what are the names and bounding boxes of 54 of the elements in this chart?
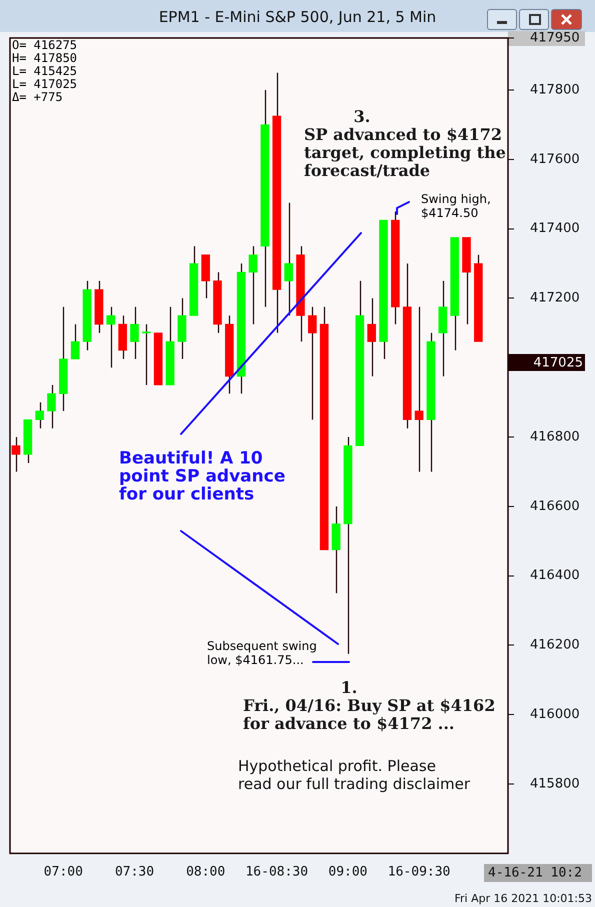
candlestick <box>308 306 317 420</box>
annotation: low, $4161.75... <box>207 653 304 668</box>
candlestick <box>106 306 116 368</box>
candlestick <box>47 384 56 429</box>
y-tick-label: 416600 <box>530 498 580 514</box>
y-tick-label: 416800 <box>530 429 580 444</box>
y-tick-label: 415800 <box>530 776 580 792</box>
y-tick-label: 417600 <box>530 152 580 167</box>
y-tick-label: 417400 <box>530 221 580 236</box>
candlestick <box>142 324 151 386</box>
x-tick-label: 07:30 <box>114 864 154 880</box>
annotation: forecast/trade <box>304 161 430 180</box>
y-tick-label: 416000 <box>530 706 580 722</box>
annotation: H= 417850 <box>12 51 78 66</box>
text: 4-16-21 10:2 <box>488 865 582 880</box>
annotation: 1. <box>340 678 358 698</box>
annotation: L= 417025 <box>12 77 78 92</box>
text: Fri Apr 16 2021 10:01:53 <box>454 892 592 905</box>
annotation: O= 416275 <box>12 38 78 52</box>
annotation: 3. <box>354 107 370 126</box>
y-tick-label: 417800 <box>530 82 580 98</box>
chart-title: EPM1 - E-Mini S&P 500, Jun 21, 5 Min <box>158 8 438 26</box>
annotation: Δ= +775 <box>12 90 63 104</box>
annotation: Subsequent swing <box>207 639 317 654</box>
y-tick-label: 417950 <box>530 30 580 46</box>
annotation: Fri., 04/16: Buy SP at $4162 <box>243 696 496 716</box>
annotation: Hypothetical profit. Please <box>238 756 436 775</box>
candlestick <box>130 306 139 360</box>
x-tick-label: 09:00 <box>328 864 368 880</box>
annotation: Beautiful! A 10 <box>119 448 263 468</box>
x-tick-label: 07:00 <box>44 864 83 880</box>
candlestick <box>248 246 258 325</box>
candlestick <box>414 306 424 472</box>
x-tick-label: 08:00 <box>186 864 226 880</box>
annotation: L= 415425 <box>12 64 78 78</box>
annotation: for advance to $4172 ... <box>243 714 454 734</box>
annotation: point SP advance <box>119 466 286 486</box>
annotation: SP advanced to $4172 <box>304 125 502 144</box>
y-tick-label: 416400 <box>530 568 580 584</box>
annotation: Swing high, <box>421 192 491 206</box>
candlestick <box>12 436 20 472</box>
y-tick-label: 416200 <box>530 638 580 653</box>
x-tick-label: 16-09:30 <box>388 864 450 880</box>
annotation: $4174.50 <box>421 206 478 220</box>
candlestick <box>35 402 44 429</box>
annotation: read our full trading disclaimer <box>238 774 471 793</box>
candlestick <box>367 298 376 377</box>
annotation: for our clients <box>119 484 254 504</box>
candlestick <box>284 202 293 316</box>
annotation: target, completing the <box>304 143 506 162</box>
y-tick-label: 417200 <box>530 290 580 306</box>
x-tick-label: 16-08:30 <box>245 864 308 880</box>
text: 417025 <box>533 355 583 370</box>
candlestick <box>70 324 80 360</box>
